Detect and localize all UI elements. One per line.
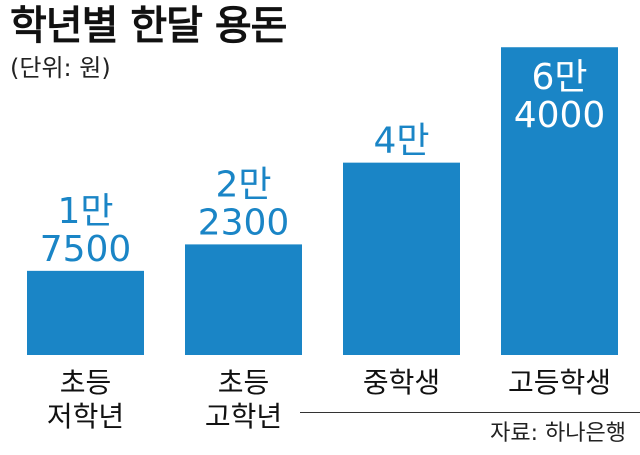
unit-note: (단위: 원) [10, 54, 111, 82]
category-label-1: 초등 저학년 [47, 366, 124, 433]
category-label-4: 고등학생 [508, 366, 611, 399]
chart-title: 학년별 한달 용돈 [10, 3, 287, 49]
data-label-4: 6만 4000 [514, 57, 606, 136]
data-label-2: 2만 2300 [198, 164, 290, 243]
source-note: 자료: 하나은행 [490, 421, 626, 446]
bar-3 [343, 162, 460, 355]
source-divider [300, 412, 640, 413]
category-label-3: 중학생 [363, 366, 440, 399]
category-label-2: 초등 고학년 [205, 366, 282, 433]
bar-2 [185, 244, 302, 355]
data-label-1: 1만 7500 [40, 191, 132, 270]
data-label-3: 4만 [373, 121, 429, 162]
bar-4 [501, 47, 618, 356]
bar-1 [27, 270, 144, 355]
